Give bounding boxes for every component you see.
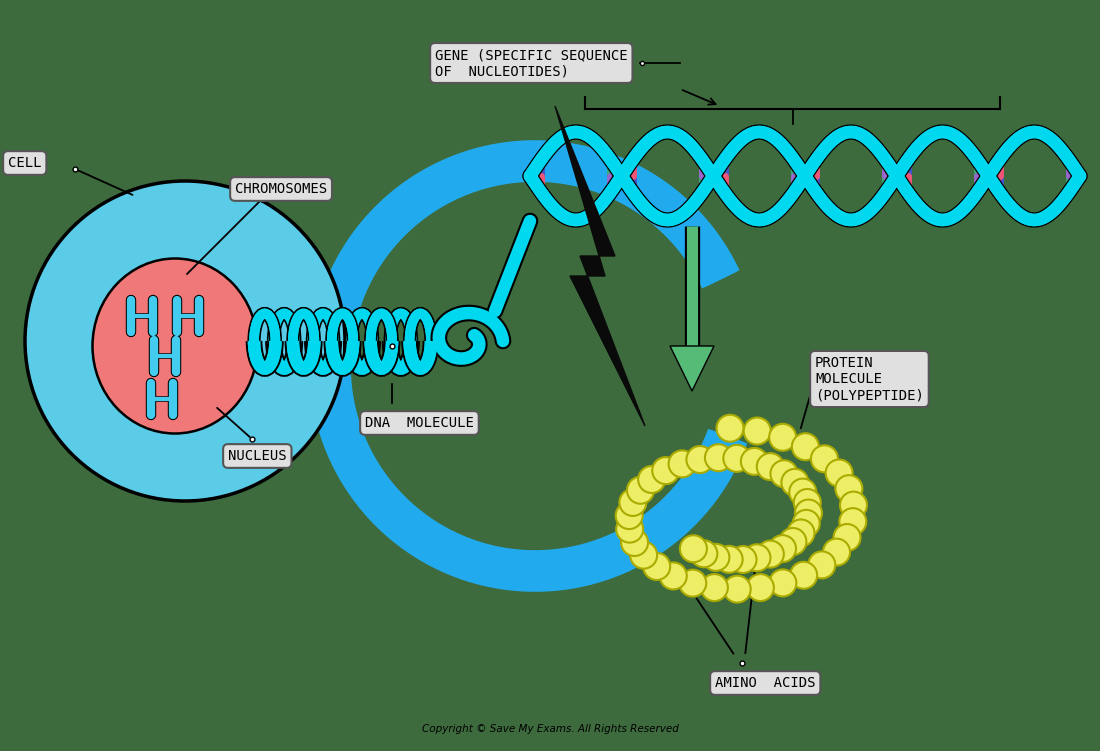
Circle shape bbox=[741, 448, 768, 475]
Circle shape bbox=[619, 489, 647, 516]
Circle shape bbox=[627, 477, 654, 504]
Circle shape bbox=[716, 415, 744, 442]
Circle shape bbox=[793, 510, 820, 537]
Circle shape bbox=[691, 540, 717, 567]
Circle shape bbox=[669, 451, 695, 478]
Circle shape bbox=[839, 508, 867, 535]
Text: Copyright © Save My Exams. All Rights Reserved: Copyright © Save My Exams. All Rights Re… bbox=[421, 724, 679, 734]
Circle shape bbox=[644, 553, 670, 580]
Text: DNA  MOLECULE: DNA MOLECULE bbox=[365, 416, 474, 430]
Circle shape bbox=[757, 453, 784, 480]
Circle shape bbox=[680, 535, 707, 562]
Circle shape bbox=[769, 535, 796, 562]
Polygon shape bbox=[556, 106, 645, 426]
Circle shape bbox=[638, 466, 666, 493]
Circle shape bbox=[630, 541, 657, 569]
Circle shape bbox=[660, 562, 686, 590]
Circle shape bbox=[781, 469, 808, 496]
Circle shape bbox=[724, 445, 750, 472]
Circle shape bbox=[729, 546, 757, 573]
Circle shape bbox=[652, 457, 679, 484]
Polygon shape bbox=[670, 346, 714, 391]
Circle shape bbox=[747, 574, 774, 601]
Circle shape bbox=[823, 538, 850, 566]
Circle shape bbox=[701, 574, 728, 601]
Circle shape bbox=[792, 433, 818, 460]
Circle shape bbox=[769, 569, 796, 596]
Text: NUCLEUS: NUCLEUS bbox=[228, 449, 287, 463]
Circle shape bbox=[616, 516, 644, 543]
Circle shape bbox=[835, 475, 862, 502]
Circle shape bbox=[811, 445, 838, 472]
Circle shape bbox=[680, 569, 706, 596]
Circle shape bbox=[780, 528, 806, 555]
Text: CHROMOSOMES: CHROMOSOMES bbox=[235, 182, 327, 196]
Circle shape bbox=[705, 444, 732, 471]
Circle shape bbox=[744, 418, 771, 445]
Ellipse shape bbox=[92, 258, 257, 433]
Circle shape bbox=[724, 575, 750, 602]
Circle shape bbox=[808, 551, 835, 578]
Circle shape bbox=[794, 489, 821, 516]
Circle shape bbox=[790, 562, 817, 589]
Circle shape bbox=[790, 478, 816, 505]
Text: CELL: CELL bbox=[8, 156, 42, 170]
Circle shape bbox=[686, 446, 714, 473]
Circle shape bbox=[770, 460, 798, 487]
Text: AMINO  ACIDS: AMINO ACIDS bbox=[715, 676, 815, 690]
Text: GENE (SPECIFIC SEQUENCE
OF  NUCLEOTIDES): GENE (SPECIFIC SEQUENCE OF NUCLEOTIDES) bbox=[434, 48, 628, 78]
Circle shape bbox=[621, 529, 648, 556]
Circle shape bbox=[716, 546, 742, 573]
Circle shape bbox=[769, 424, 796, 451]
Circle shape bbox=[795, 499, 822, 526]
Circle shape bbox=[616, 502, 642, 529]
Circle shape bbox=[703, 544, 729, 571]
Circle shape bbox=[744, 544, 770, 572]
Circle shape bbox=[757, 541, 784, 568]
Text: PROTEIN
MOLECULE
(POLYPEPTIDE): PROTEIN MOLECULE (POLYPEPTIDE) bbox=[815, 356, 924, 403]
Circle shape bbox=[834, 524, 860, 551]
Circle shape bbox=[840, 492, 867, 519]
Circle shape bbox=[826, 460, 852, 487]
Circle shape bbox=[788, 520, 814, 547]
Circle shape bbox=[25, 181, 345, 501]
